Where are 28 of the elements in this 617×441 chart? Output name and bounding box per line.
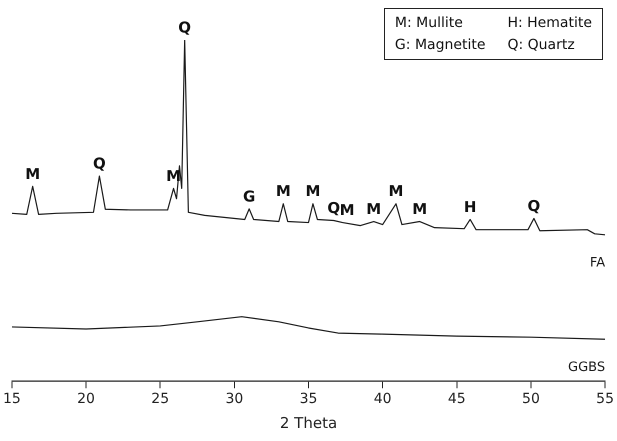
x-tick-label: 25 [151,391,170,408]
annotation: Q [327,198,340,217]
x-tick-label: 35 [300,391,318,408]
annotation: M [276,182,291,200]
annotation: G [243,187,256,206]
x-tick-label: 50 [522,391,540,408]
x-axis-title: 2 Theta [280,414,338,432]
annotation: M [25,164,40,183]
series-label: GGBS [568,360,606,376]
annotation: M [366,200,382,218]
x-tick-label: 40 [374,391,392,408]
x-tick-label: 45 [448,391,466,408]
x-tick-label: 15 [2,391,21,408]
annotation: M [388,182,404,200]
annotation: M [340,200,355,219]
series-label: FA [590,256,606,271]
annotation: Q [528,196,540,215]
annotation: Q: Quartz [507,37,576,53]
annotation: G: Magnetite [394,37,486,53]
x-tick-label: 20 [77,391,95,408]
annotation: Q [93,154,106,173]
annotation: M [412,200,428,218]
x-tick-label: 55 [596,391,614,408]
annotation: Q [178,18,192,36]
x-tick-label: 30 [225,391,244,408]
annotation: H [464,198,476,216]
annotation: M [305,182,320,200]
key-box: M: Mullite H: Hematite G: Magnetite Q: Quartz [384,8,603,60]
